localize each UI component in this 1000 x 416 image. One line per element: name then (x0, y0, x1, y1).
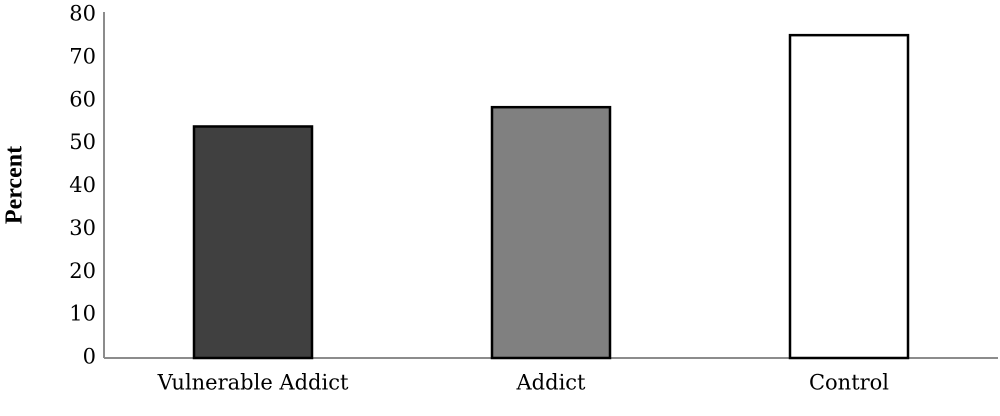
y-tick-label: 60 (69, 87, 96, 111)
y-tick-label: 40 (69, 173, 96, 197)
bar (192, 125, 314, 360)
y-axis-label: Percent (2, 146, 28, 224)
bar (490, 105, 612, 360)
y-tick-label: 50 (69, 130, 96, 154)
y-tick-label: 10 (69, 302, 96, 326)
y-tick-label: 0 (83, 345, 96, 369)
x-tick-label: Addict (516, 371, 587, 395)
y-tick-label: 70 (69, 44, 96, 68)
bar (788, 33, 910, 360)
x-tick-label: Control (809, 371, 889, 395)
y-tick-label: 30 (69, 216, 96, 240)
y-tick-label: 20 (69, 259, 96, 283)
y-tick-label: 80 (69, 2, 96, 26)
x-tick-label: Vulnerable Addict (157, 371, 349, 395)
